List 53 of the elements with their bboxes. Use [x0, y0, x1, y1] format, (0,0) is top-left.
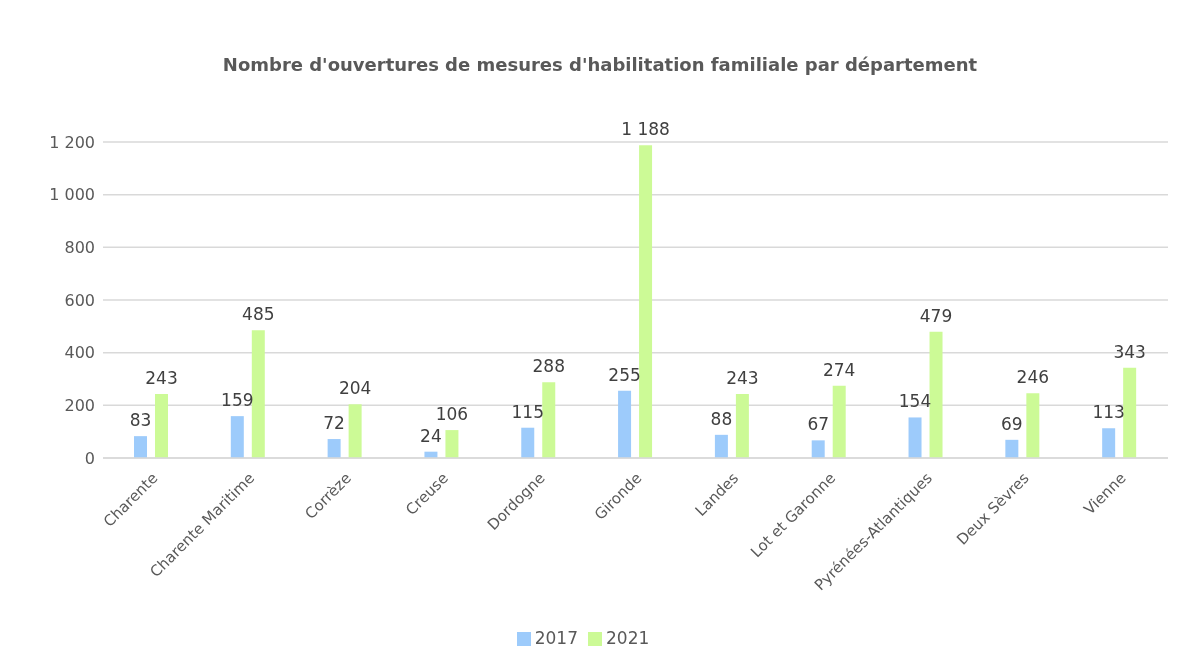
y-tick-label: 0: [84, 448, 95, 468]
y-tick-label: 600: [64, 290, 95, 310]
data-label: 113: [1092, 402, 1125, 423]
data-label: 88: [710, 408, 733, 429]
data-label: 154: [898, 391, 932, 412]
data-label: 72: [323, 413, 345, 434]
bar: [1102, 428, 1116, 458]
data-label: 106: [435, 404, 469, 425]
y-tick-label: 200: [64, 396, 95, 416]
data-label: 1 188: [621, 119, 670, 140]
data-label: 243: [145, 368, 178, 389]
data-label: 67: [807, 414, 830, 435]
bar: [714, 434, 728, 458]
bar: [1005, 439, 1019, 458]
data-label: 69: [1001, 413, 1023, 434]
data-label: 274: [822, 359, 856, 380]
data-label: 243: [726, 368, 759, 389]
bar: [1123, 367, 1137, 458]
y-tick-label: 800: [64, 238, 95, 258]
chart-title: Nombre d'ouvertures de mesures d'habilitation familiale par département: [221, 54, 979, 75]
data-label: 83: [129, 410, 152, 431]
data-label: 24: [420, 425, 442, 446]
data-label: 288: [532, 356, 565, 377]
bar: [445, 430, 459, 458]
bar: [133, 436, 147, 458]
bar: [929, 331, 943, 458]
bar: [639, 145, 653, 458]
y-tick-label: 1 200: [49, 132, 95, 152]
y-tick-label: 1 000: [49, 185, 95, 205]
bar: [1026, 393, 1040, 458]
legend-label: 2021: [606, 628, 650, 648]
bar: [832, 385, 846, 458]
data-label: 115: [511, 401, 544, 422]
bar: [908, 417, 922, 458]
bar: [327, 439, 341, 458]
bar: [154, 394, 168, 458]
legend-label: 2017: [534, 628, 578, 648]
bar: [521, 427, 535, 458]
data-label: 485: [242, 304, 275, 325]
bar: [251, 330, 265, 458]
bar: [348, 404, 362, 458]
bar: [811, 440, 825, 458]
data-label: 246: [1016, 367, 1050, 388]
bar: [618, 390, 632, 458]
data-label: 479: [919, 305, 953, 326]
bar: [542, 382, 556, 458]
y-tick-label: 400: [64, 343, 95, 363]
data-label: 204: [338, 378, 372, 399]
data-label: 159: [221, 390, 254, 411]
bar: [230, 416, 244, 458]
bar: [735, 394, 749, 458]
data-label: 343: [1113, 341, 1146, 362]
data-label: 255: [608, 364, 641, 385]
